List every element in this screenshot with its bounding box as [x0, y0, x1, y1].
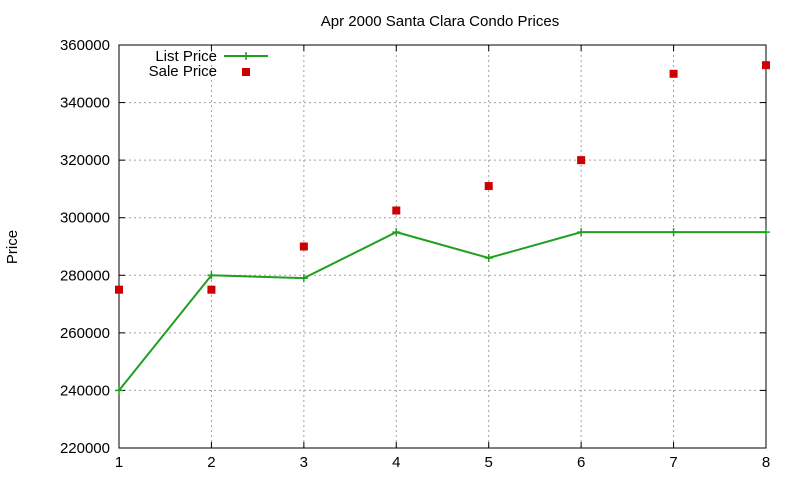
legend-label-sale-price: Sale Price	[149, 63, 217, 80]
legend-mark-list-price	[224, 52, 268, 60]
data-point	[484, 182, 493, 191]
y-axis-label: Price	[4, 230, 21, 264]
data-point	[115, 386, 123, 395]
data-point	[392, 228, 401, 237]
series-list-price	[115, 228, 770, 395]
data-point	[299, 274, 308, 283]
x-tick-label: 4	[392, 454, 400, 471]
x-tick-label: 2	[207, 454, 215, 471]
y-tick-labels: 220000 240000 260000 280000 300000 320000 3400…	[60, 37, 110, 457]
data-point	[762, 61, 770, 70]
legend-label-list-price: List Price	[155, 48, 217, 65]
data-point	[115, 285, 123, 294]
data-point	[484, 254, 493, 263]
chart-title: Apr 2000 Santa Clara Condo Prices	[321, 13, 559, 30]
x-tick-label: 8	[762, 454, 770, 471]
x-tick-labels: 1 2 3 4 5 6 7 8	[115, 454, 770, 471]
data-point	[577, 156, 586, 165]
data-point	[577, 228, 586, 237]
series-sale-price	[115, 61, 770, 294]
series-layer	[115, 61, 770, 395]
legend: List Price Sale Price	[149, 48, 268, 80]
x-tick-label: 3	[300, 454, 308, 471]
y-tick-label: 360000	[60, 37, 110, 54]
data-point	[299, 242, 308, 251]
data-point	[669, 228, 678, 237]
y-tick-label: 240000	[60, 382, 110, 399]
y-tick-label: 300000	[60, 210, 110, 227]
data-point	[242, 68, 250, 76]
y-tick-label: 220000	[60, 440, 110, 457]
data-point	[242, 52, 250, 60]
y-tick-label: 320000	[60, 152, 110, 169]
plot-frame	[118, 44, 767, 449]
data-point	[669, 69, 678, 78]
grid-lines	[119, 45, 766, 448]
legend-entry-list-price: List Price	[155, 48, 268, 65]
data-point	[392, 206, 401, 215]
data-point	[207, 285, 216, 294]
x-tick-label: 6	[577, 454, 585, 471]
legend-mark-sale-price	[242, 68, 250, 76]
data-point	[762, 228, 770, 237]
series-line	[118, 231, 766, 392]
x-tick-label: 7	[669, 454, 677, 471]
y-tick-label: 340000	[60, 95, 110, 112]
x-tick-label: 1	[115, 454, 123, 471]
x-tick-label: 5	[485, 454, 493, 471]
axis-ticks	[118, 44, 767, 449]
data-point	[207, 271, 216, 280]
y-tick-label: 280000	[60, 267, 110, 284]
y-tick-label: 260000	[60, 325, 110, 342]
legend-entry-sale-price: Sale Price	[149, 63, 250, 80]
